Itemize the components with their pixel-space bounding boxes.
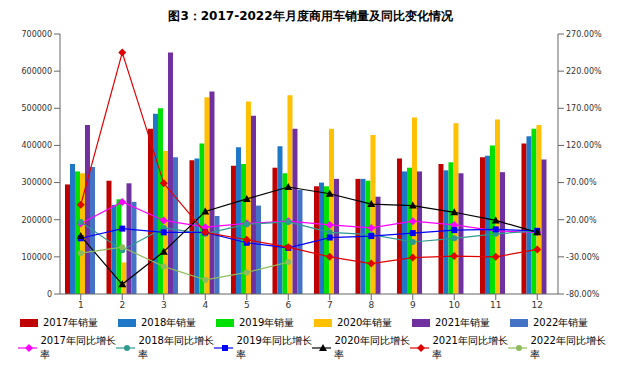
svg-text:5: 5	[244, 300, 250, 310]
svg-text:500000: 500000	[21, 104, 52, 113]
svg-text:600000: 600000	[21, 67, 52, 76]
svg-text:8: 8	[368, 300, 374, 310]
svg-text:270.00%: 270.00%	[566, 30, 602, 39]
svg-text:6: 6	[285, 300, 291, 310]
svg-text:-30.00%: -30.00%	[566, 253, 600, 262]
svg-text:100000: 100000	[21, 253, 52, 262]
svg-text:3: 3	[161, 300, 167, 310]
svg-text:12: 12	[532, 300, 543, 310]
svg-text:400000: 400000	[21, 141, 52, 150]
svg-text:300000: 300000	[21, 178, 52, 187]
svg-text:700000: 700000	[21, 30, 52, 39]
svg-text:120.00%: 120.00%	[566, 141, 602, 150]
html-text:2017年同比增长率: 2017年同比增长率	[40, 335, 116, 360]
svg-text:200000: 200000	[21, 216, 52, 225]
svg-text:20.00%: 20.00%	[566, 216, 597, 225]
html-text:2018年销量: 2018年销量	[141, 317, 197, 328]
svg-text:-80.00%: -80.00%	[566, 290, 600, 299]
html-text:2021年销量: 2021年销量	[435, 317, 491, 328]
svg-text:4: 4	[202, 300, 208, 310]
svg-text:10: 10	[449, 300, 461, 310]
html-text:2020年销量: 2020年销量	[337, 317, 393, 328]
html-text:2019年同比增长率: 2019年同比增长率	[236, 335, 312, 360]
svg-text:220.00%: 220.00%	[566, 67, 602, 76]
svg-text:1: 1	[78, 300, 84, 310]
html-text:2020年同比增长率: 2020年同比增长率	[334, 335, 410, 360]
html-text:2022年同比增长率: 2022年同比增长率	[530, 335, 606, 360]
html-text:2022年销量: 2022年销量	[533, 317, 589, 328]
html-text:2017年销量: 2017年销量	[43, 317, 99, 328]
svg-text:7: 7	[327, 300, 333, 310]
html-text:图3：2017-2022年月度商用车销量及同比变化情况: 图3：2017-2022年月度商用车销量及同比变化情况	[168, 9, 453, 23]
svg-text:0: 0	[47, 290, 52, 299]
svg-text:70.00%: 70.00%	[566, 178, 597, 187]
html-text:2019年销量: 2019年销量	[239, 317, 295, 328]
svg-text:9: 9	[410, 300, 416, 310]
html-text:2021年同比增长率: 2021年同比增长率	[432, 335, 508, 360]
html-text:2018年同比增长率: 2018年同比增长率	[138, 335, 214, 360]
svg-text:170.00%: 170.00%	[566, 104, 602, 113]
svg-text:2: 2	[119, 300, 125, 310]
svg-text:11: 11	[490, 300, 501, 310]
